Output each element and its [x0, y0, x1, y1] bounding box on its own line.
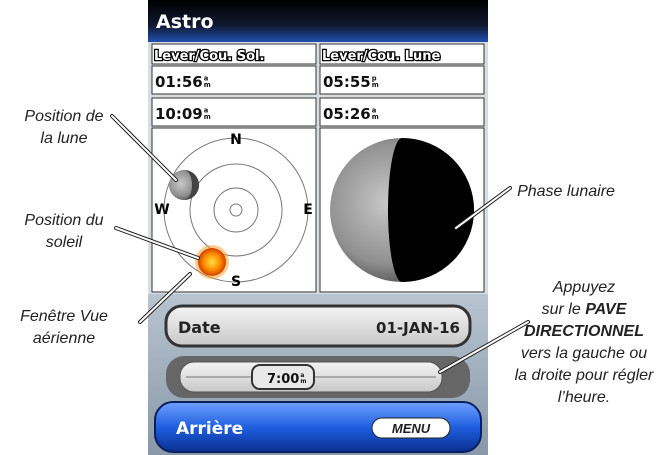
header-cell [151, 43, 317, 65]
date-field[interactable] [164, 304, 472, 348]
sky-rings [163, 137, 309, 283]
compass-w: W [154, 202, 169, 218]
callout-text: Fenêtre Vue [20, 308, 108, 325]
sun-header: Lever/Cou. Sol. [154, 49, 264, 64]
screen-title: Astro [156, 11, 214, 33]
callout: Position de la lune [24, 108, 103, 147]
compass-n: N [230, 132, 242, 148]
period-top: a [204, 106, 209, 114]
time-cell [151, 65, 317, 95]
callout: Fenêtre Vue aérienne [20, 308, 108, 347]
compass-e: E [303, 202, 313, 218]
time: 01:56 [155, 73, 203, 91]
menu-button-label: MENU [392, 421, 431, 436]
back-button[interactable] [154, 401, 482, 453]
compass-s: S [231, 274, 241, 290]
callout-text: Position de [24, 108, 103, 125]
menu-button[interactable] [371, 417, 451, 439]
moon-dark-side [388, 138, 474, 282]
callout-text: soleil [46, 234, 83, 251]
callout-text: PAVE [585, 301, 628, 318]
date-value: 01-JAN-16 [376, 319, 460, 337]
moon-header: Lever/Cou. Lune [322, 49, 441, 64]
callout: Phase lunaire [517, 183, 615, 200]
sky-view [151, 127, 317, 293]
period-bottom: m [372, 113, 379, 121]
slider-thumb[interactable] [251, 364, 315, 390]
header-cell [319, 43, 485, 65]
time: 10:09 [155, 105, 203, 123]
callout-text: Position du [24, 212, 103, 229]
callout-text: Phase lunaire [517, 183, 615, 200]
back-button-label: Arrière [176, 419, 243, 439]
period-bottom: m [204, 113, 211, 121]
time-cell [319, 97, 485, 127]
date-label: Date [178, 318, 221, 337]
title-bar [148, 0, 488, 42]
callout-text: aérienne [33, 330, 95, 347]
moon-position-shadow [184, 170, 199, 200]
callout-text: DIRECTIONNEL [524, 323, 644, 340]
callout: Position du soleil [24, 212, 103, 251]
callout-lines [110, 114, 530, 374]
callout-text: l’heure. [558, 389, 610, 406]
time-cell [319, 65, 485, 95]
period-bottom: m [372, 81, 379, 89]
time: 05:26 [323, 105, 371, 123]
callout-text: sur le [542, 301, 586, 318]
callout-text: la droite pour régler [515, 367, 654, 384]
callout: Appuyez sur le PAVE DIRECTIONNEL vers la ga… [515, 279, 654, 406]
period-top: a [300, 373, 304, 379]
callout-text: la lune [40, 130, 87, 147]
period-bottom: m [204, 81, 211, 89]
period-bottom: m [300, 379, 306, 385]
callout-text: Appuyez [552, 279, 615, 296]
callout-text: vers la gauche ou [521, 345, 647, 362]
period-top: a [372, 106, 377, 114]
sun-position [198, 248, 226, 276]
time: 7:00 [267, 372, 299, 387]
period-top: p [372, 74, 377, 82]
period-top: a [204, 74, 209, 82]
time-cell [151, 97, 317, 127]
time: 05:55 [323, 73, 371, 91]
